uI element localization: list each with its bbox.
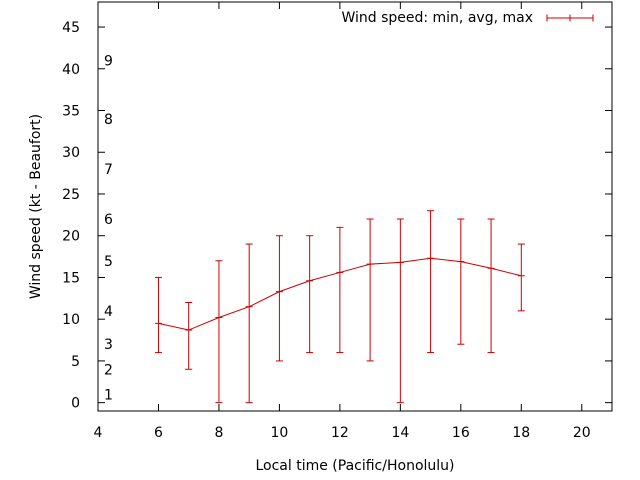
y-tick-label: 20	[62, 229, 80, 245]
x-tick-label: 14	[391, 425, 409, 441]
y-tick-label: 40	[62, 62, 80, 78]
beaufort-label: 7	[104, 162, 113, 178]
x-tick-label: 4	[94, 425, 103, 441]
x-tick-label: 20	[573, 425, 591, 441]
beaufort-label: 3	[104, 337, 113, 353]
y-tick-label: 45	[62, 20, 80, 36]
y-tick-label: 25	[62, 187, 80, 203]
legend-label: Wind speed: min, avg, max	[341, 10, 533, 26]
y-axis-title: Wind speed (kt - Beaufort)	[28, 114, 44, 299]
beaufort-label: 2	[104, 362, 113, 378]
y-tick-label: 35	[62, 104, 80, 120]
x-tick-label: 18	[512, 425, 530, 441]
y-tick-label: 15	[62, 270, 80, 286]
x-tick-label: 6	[154, 425, 163, 441]
x-tick-label: 12	[331, 425, 349, 441]
beaufort-label: 4	[104, 304, 113, 320]
x-axis-title: Local time (Pacific/Honolulu)	[255, 458, 454, 474]
plot-frame	[97, 1, 613, 412]
beaufort-label: 1	[104, 387, 113, 403]
x-tick-label: 16	[452, 425, 470, 441]
y-tick-label: 5	[71, 354, 80, 370]
y-tick-label: 10	[62, 312, 80, 328]
beaufort-label: 6	[104, 212, 113, 228]
x-tick-label: 8	[214, 425, 223, 441]
beaufort-label: 5	[104, 254, 113, 270]
beaufort-label: 9	[104, 53, 113, 69]
y-tick-label: 0	[71, 396, 80, 412]
beaufort-label: 8	[104, 112, 113, 128]
x-tick-label: 10	[270, 425, 288, 441]
y-tick-label: 30	[62, 145, 80, 161]
